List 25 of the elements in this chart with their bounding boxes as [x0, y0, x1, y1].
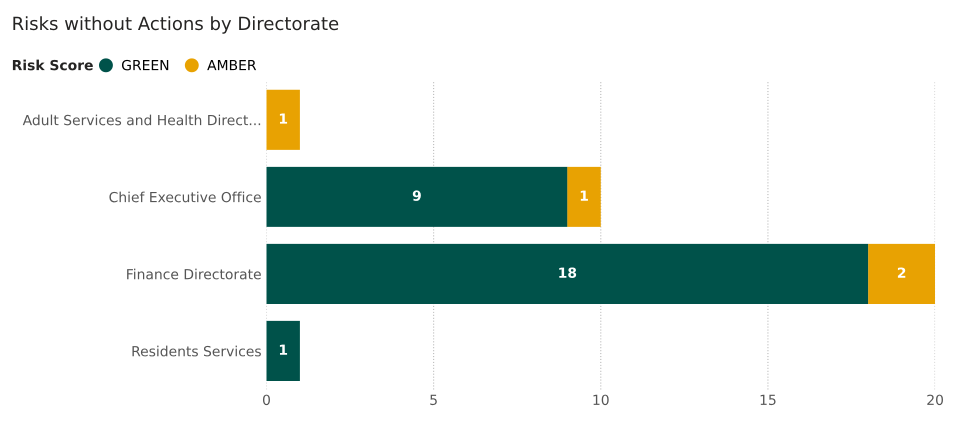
data-label: 1 [280, 344, 288, 355]
y-tick-label: Adult Services and Health Direct... [22, 114, 260, 126]
data-label: 9 [412, 190, 421, 201]
bar [567, 166, 601, 227]
y-tick-label: Residents Services [132, 346, 261, 356]
legend-title: Risk Score [12, 60, 93, 70]
bar [266, 90, 300, 150]
y-tick-label: Chief Executive Office [109, 192, 261, 202]
data-label: 1 [280, 114, 288, 124]
y-tick-label: Finance Directorate [127, 268, 261, 280]
bar [266, 166, 568, 227]
x-tick-label: 0 [262, 394, 270, 406]
data-label: 2 [898, 267, 906, 278]
x-tick-label: 20 [927, 394, 943, 406]
x-tick-label: 10 [593, 394, 609, 406]
bar [266, 320, 300, 382]
bar [868, 244, 936, 304]
data-label: 1 [580, 190, 588, 201]
bar [266, 244, 868, 304]
legend-label: GREEN [122, 60, 168, 70]
legend-label: AMBER [207, 60, 256, 70]
chart-title: Risks without Actions by Directorate [13, 16, 338, 34]
x-tick-label: 5 [430, 394, 437, 406]
x-tick-label: 15 [760, 394, 776, 406]
data-label: 18 [559, 267, 576, 278]
